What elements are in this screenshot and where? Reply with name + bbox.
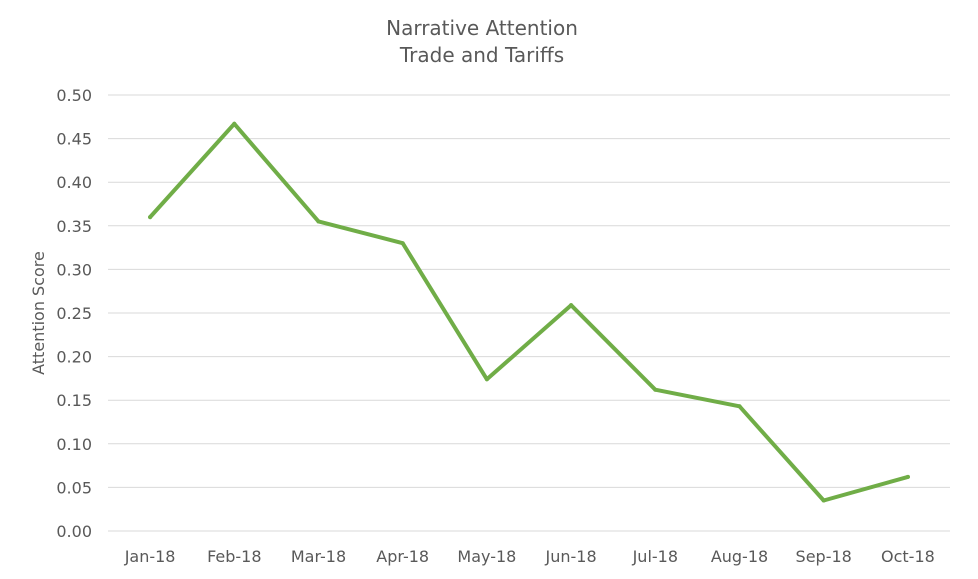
data-point (905, 474, 910, 479)
data-point (232, 121, 237, 126)
series-layer (148, 121, 910, 503)
chart-title: Narrative Attention (386, 16, 578, 40)
data-point (400, 241, 405, 246)
x-axis-ticks: Jan-18 Feb-18 Mar-18 Apr-18 May-18 Jun-18 Jul-… (124, 547, 935, 566)
x-tick-label: May-18 (457, 547, 516, 566)
y-axis-ticks: 0.00 0.05 0.10 0.15 0.20 0.25 0.30 0.35 0.40 0.45… (56, 86, 92, 541)
x-tick-label: Aug-18 (711, 547, 768, 566)
x-tick-label: Jun-18 (545, 547, 597, 566)
x-tick-label: Mar-18 (291, 547, 346, 566)
data-point (653, 387, 658, 392)
data-point (148, 215, 153, 220)
data-point (316, 219, 321, 224)
series-line (148, 121, 910, 503)
x-tick-label: Feb-18 (207, 547, 261, 566)
x-tick-label: Jan-18 (124, 547, 176, 566)
y-tick-label: 0.25 (56, 304, 92, 323)
data-point (821, 498, 826, 503)
x-tick-label: Apr-18 (376, 547, 429, 566)
chart-subtitle: Trade and Tariffs (399, 43, 565, 67)
y-tick-label: 0.05 (56, 478, 92, 497)
y-tick-label: 0.50 (56, 86, 92, 105)
y-tick-label: 0.35 (56, 217, 92, 236)
y-tick-label: 0.40 (56, 173, 92, 192)
data-point (484, 377, 489, 382)
y-tick-label: 0.30 (56, 260, 92, 279)
x-tick-label: Jul-18 (632, 547, 678, 566)
y-tick-label: 0.00 (56, 522, 92, 541)
data-point (737, 404, 742, 409)
y-tick-label: 0.15 (56, 391, 92, 410)
y-tick-label: 0.20 (56, 348, 92, 367)
y-tick-label: 0.45 (56, 130, 92, 149)
y-axis-label: Attention Score (29, 251, 48, 375)
data-point (569, 303, 574, 308)
x-tick-label: Sep-18 (796, 547, 852, 566)
y-tick-label: 0.10 (56, 435, 92, 454)
gridlines (108, 94, 950, 532)
x-tick-label: Oct-18 (881, 547, 935, 566)
